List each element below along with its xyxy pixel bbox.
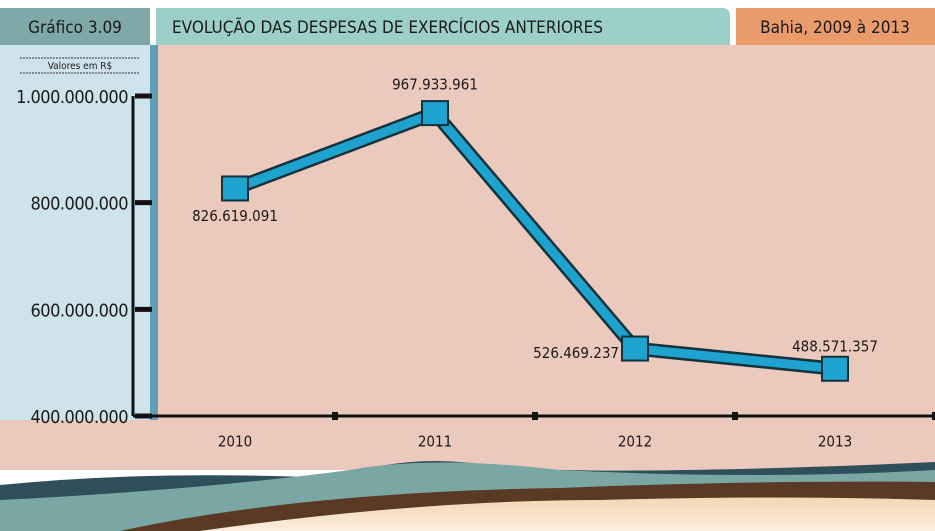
x-tick	[332, 412, 338, 420]
x-tick	[932, 412, 935, 420]
marker	[821, 355, 849, 382]
value-label: 826.619.091	[192, 207, 278, 225]
x-tick-label: 2010	[218, 433, 252, 451]
x-tick	[732, 412, 738, 420]
title-box	[156, 8, 730, 45]
chart-title: EVOLUÇÃO DAS DESPESAS DE EXERCÍCIOS ANTE…	[172, 16, 603, 38]
wave	[200, 497, 935, 531]
x-tick-label: 2011	[418, 433, 452, 451]
subtitle-box	[736, 8, 935, 45]
value-label: 488.571.357	[792, 337, 878, 355]
chart-subtitle: Bahia, 2009 à 2013	[760, 18, 910, 38]
marker	[421, 100, 449, 127]
x-tick-label: 2013	[818, 433, 852, 451]
x-tick	[532, 412, 538, 420]
marker	[621, 335, 649, 362]
y-tick-label: 800.000.000	[31, 194, 129, 215]
y-strip	[150, 45, 158, 420]
value-label: 967.933.961	[392, 76, 478, 94]
figure-label: Gráfico 3.09	[28, 18, 122, 38]
x-panel	[0, 420, 935, 470]
value-label: 526.469.237	[533, 344, 619, 362]
figure-label-box	[0, 8, 150, 45]
y-tick-label: 600.000.000	[31, 300, 129, 321]
marker	[221, 175, 249, 202]
y-tick-label: 400.000.000	[31, 407, 129, 428]
plot-area	[158, 45, 935, 420]
y-tick-label: 1.000.000.000	[16, 87, 128, 108]
y-panel	[0, 45, 150, 420]
series-line	[233, 108, 836, 374]
y-unit: Valores em R$	[48, 61, 113, 72]
x-tick-label: 2012	[618, 433, 652, 451]
